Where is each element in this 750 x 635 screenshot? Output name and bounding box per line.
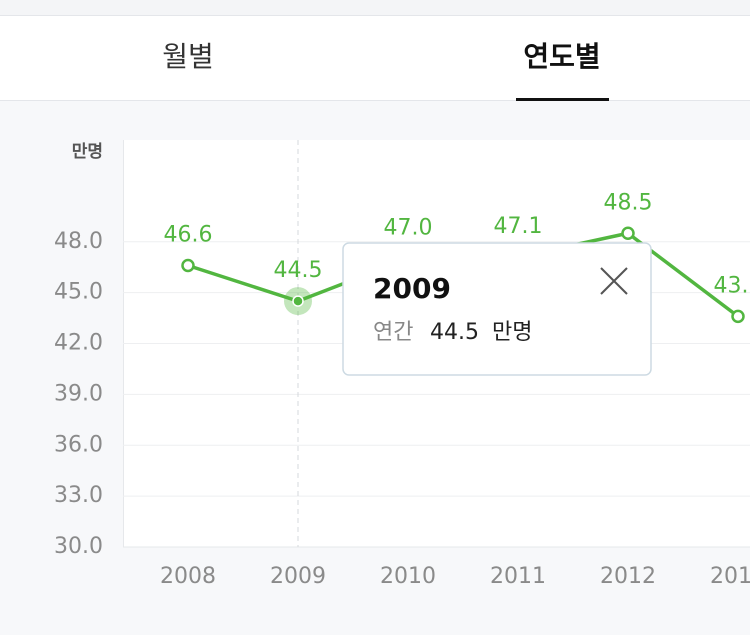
y-tick-label: 45.0 xyxy=(54,280,103,305)
y-tick-label: 48.0 xyxy=(54,229,103,254)
value-label: 48.5 xyxy=(604,190,653,215)
tooltip-close[interactable] xyxy=(600,267,628,295)
x-tick-label: 2008 xyxy=(160,564,216,589)
y-tick-label: 39.0 xyxy=(54,381,103,406)
x-tick-label: 2012 xyxy=(600,564,656,589)
tooltip: 2009 연간 44.5 만명 xyxy=(342,242,652,376)
tooltip-box xyxy=(342,242,652,376)
tab-yearly[interactable]: 연도별 xyxy=(523,40,600,73)
y-tick-label: 30.0 xyxy=(54,534,103,559)
tab-monthly[interactable]: 월별 xyxy=(162,40,214,73)
close-stroke[interactable] xyxy=(600,267,628,295)
tab-bar xyxy=(0,15,750,100)
y-tick-label: 33.0 xyxy=(54,483,103,508)
y-unit-label: 만명 xyxy=(72,142,103,162)
point xyxy=(621,226,635,241)
tooltip-value: 44.5 xyxy=(430,320,479,345)
tooltip-title: 2009 xyxy=(373,272,451,305)
value-label: 43.6 xyxy=(714,273,750,298)
point xyxy=(292,295,304,307)
x-tick-label: 2011 xyxy=(490,564,546,589)
point xyxy=(181,258,195,273)
y-tick-label: 36.0 xyxy=(54,432,103,457)
value-label: 47.1 xyxy=(494,214,543,239)
top-strip xyxy=(0,0,750,15)
value-label: 44.5 xyxy=(274,258,323,283)
x-tick-label: 2010 xyxy=(380,564,436,589)
value-label: 46.6 xyxy=(164,222,213,247)
x-tick-label: 2013 xyxy=(710,564,750,589)
tooltip-unit: 만명 xyxy=(492,320,532,345)
value-label: 47.0 xyxy=(384,216,433,241)
point xyxy=(731,309,745,324)
x-tick-label: 2009 xyxy=(270,564,326,589)
tooltip-period: 연간 xyxy=(373,320,413,345)
y-tick-label: 42.0 xyxy=(54,331,103,356)
tab-underline xyxy=(516,98,609,101)
